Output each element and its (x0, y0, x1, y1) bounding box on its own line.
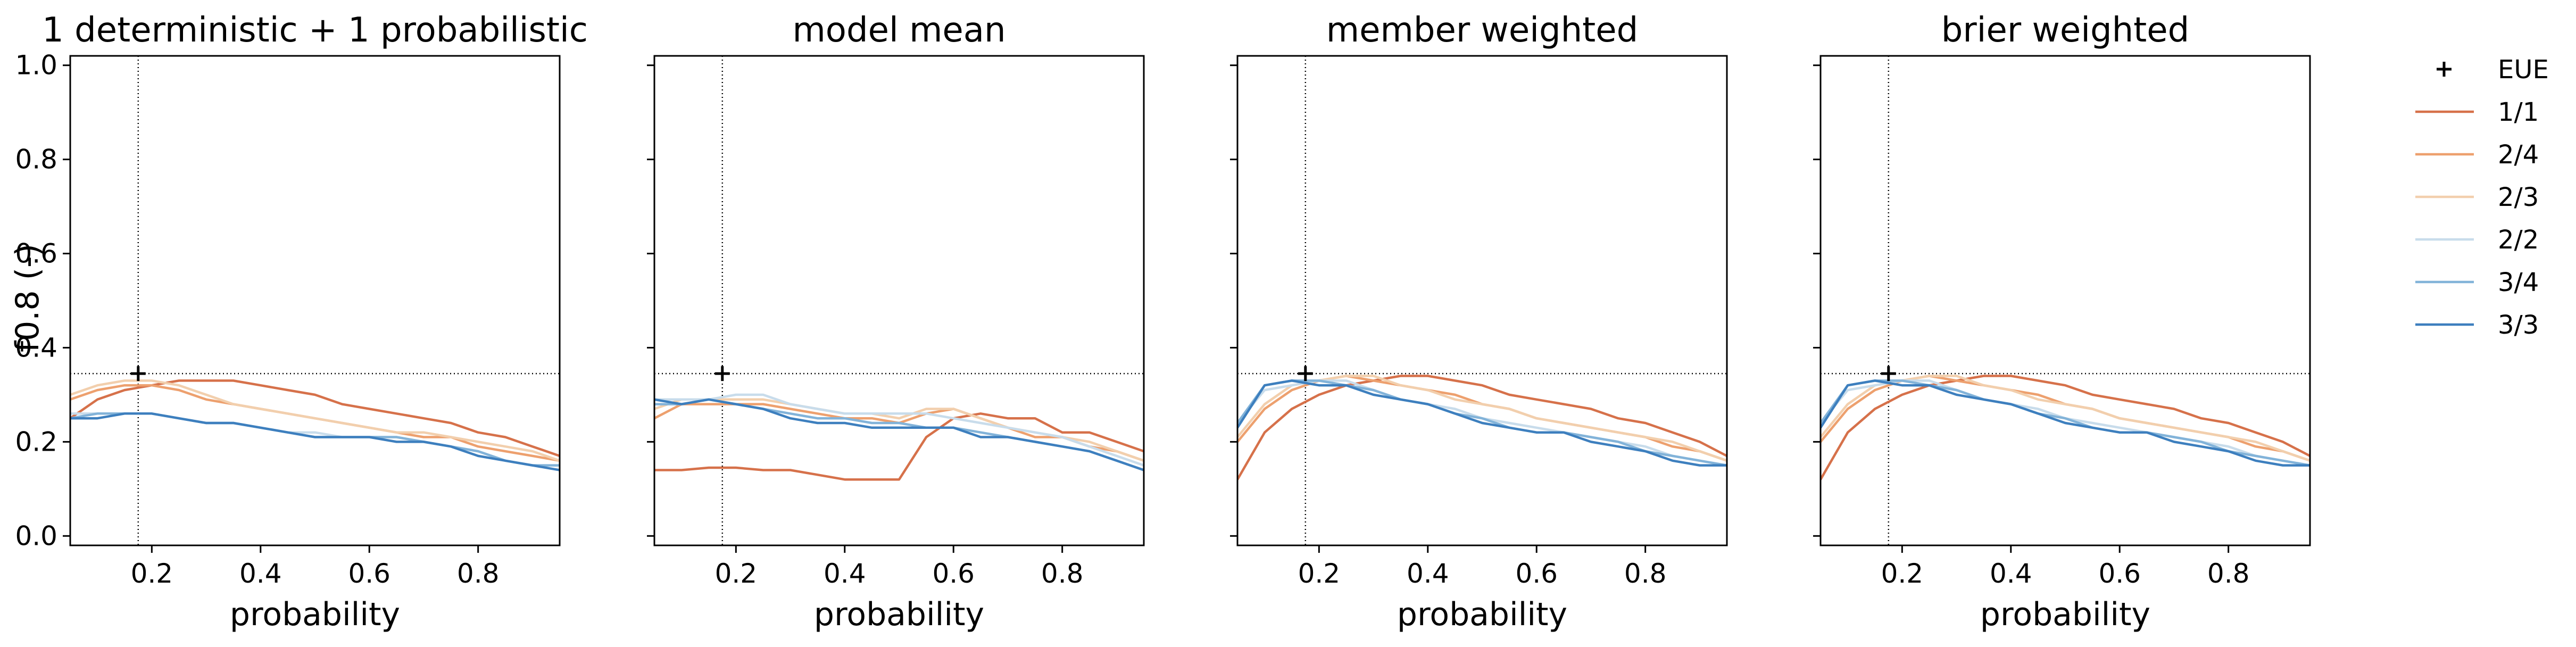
y-tick-label: 0.2 (15, 426, 57, 457)
panel-title: 1 deterministic + 1 probabilistic (42, 11, 588, 50)
legend-entry: 2/4 (2415, 140, 2539, 170)
legend-entry: 1/1 (2415, 97, 2539, 127)
x-axis-label: probability (1980, 596, 2150, 633)
series-group (70, 379, 560, 471)
series-line-1-1 (1237, 375, 1727, 480)
series-group (1237, 375, 1727, 480)
x-tick-label: 0.2 (715, 558, 758, 589)
series-line-2-4 (70, 384, 560, 462)
legend-label: 2/3 (2498, 183, 2539, 212)
x-tick-label: 0.8 (457, 558, 500, 589)
x-tick-label: 0.6 (932, 558, 975, 589)
legend-entry: 2/2 (2415, 225, 2539, 255)
plot-frame (1236, 55, 1728, 546)
y-tick-label: 0.4 (15, 332, 57, 363)
series-group (1821, 375, 2310, 480)
panel-4: brier weighted 0.2 0.4 0.6 0.8 probability (1813, 11, 2311, 633)
series-line-2-2 (654, 393, 1144, 467)
y-tick-label: 0.6 (15, 238, 57, 269)
legend-label: 2/4 (2498, 140, 2539, 170)
series-line-3-3 (654, 398, 1144, 471)
eue-marker (1881, 366, 1896, 381)
x-tick-label: 0.4 (239, 558, 282, 589)
x-tick-label: 0.6 (348, 558, 390, 589)
legend-label: 2/2 (2498, 225, 2539, 255)
panel-3: member weighted 0.2 0.4 0.6 0.8 probability (1230, 11, 1728, 633)
series-line-2-3 (654, 398, 1144, 462)
y-axis-label: f0.8 (-) (9, 244, 46, 352)
panels: 1 deterministic + 1 probabilistic 0.2 0.4 0… (15, 11, 2311, 633)
panel-1: 1 deterministic + 1 probabilistic 0.2 0.4 0… (15, 11, 587, 633)
x-tick-label: 0.2 (1298, 558, 1341, 589)
x-tick-label: 0.6 (2098, 558, 2141, 589)
x-axis-label: probability (1397, 596, 1567, 633)
eue-marker (714, 366, 730, 381)
x-tick-label: 0.2 (1881, 558, 1924, 589)
panel-title: model mean (792, 11, 1006, 50)
x-tick-label: 0.8 (2207, 558, 2250, 589)
legend-entry: EUE (2437, 55, 2549, 85)
series-line-3-3 (1237, 379, 1727, 467)
series-line-3-3 (1821, 379, 2310, 467)
series-group (654, 393, 1144, 481)
x-tick-label: 0.6 (1515, 558, 1558, 589)
legend-entry: 3/3 (2415, 310, 2539, 340)
y-tick-label: 0.0 (15, 520, 57, 551)
x-tick-label: 0.8 (1041, 558, 1084, 589)
panel-2: model mean 0.2 0.4 0.6 0.8 probability (647, 11, 1145, 633)
x-axis-label: probability (230, 596, 400, 633)
legend-label: 1/1 (2498, 97, 2539, 127)
legend-label: 3/3 (2498, 310, 2539, 340)
legend-label: EUE (2498, 55, 2549, 85)
x-axis-label: probability (814, 596, 984, 633)
series-line-3-4 (654, 398, 1144, 471)
plot-frame (653, 55, 1145, 546)
plot-frame (69, 55, 561, 546)
series-line-1-1 (1821, 375, 2310, 480)
x-tick-label: 0.8 (1624, 558, 1667, 589)
eue-marker (130, 366, 146, 381)
series-line-2-3 (70, 379, 560, 462)
legend-label: 3/4 (2498, 268, 2539, 297)
legend: EUE 1/1 2/4 2/3 2/2 3/4 3/3 (2415, 55, 2549, 340)
panel-title: member weighted (1326, 11, 1639, 50)
plot-frame (1819, 55, 2311, 546)
y-tick-label: 0.8 (15, 144, 57, 175)
series-line-1-1 (654, 412, 1144, 481)
x-tick-label: 0.4 (1990, 558, 2032, 589)
panel-title: brier weighted (1941, 11, 2190, 50)
eue-marker (1298, 366, 1313, 381)
legend-entry: 2/3 (2415, 183, 2539, 212)
legend-entry: 3/4 (2415, 268, 2539, 297)
x-tick-label: 0.4 (824, 558, 866, 589)
x-tick-label: 0.2 (131, 558, 173, 589)
series-line-3-3 (70, 412, 560, 471)
y-tick-label: 1.0 (15, 50, 57, 81)
x-tick-label: 0.4 (1407, 558, 1449, 589)
